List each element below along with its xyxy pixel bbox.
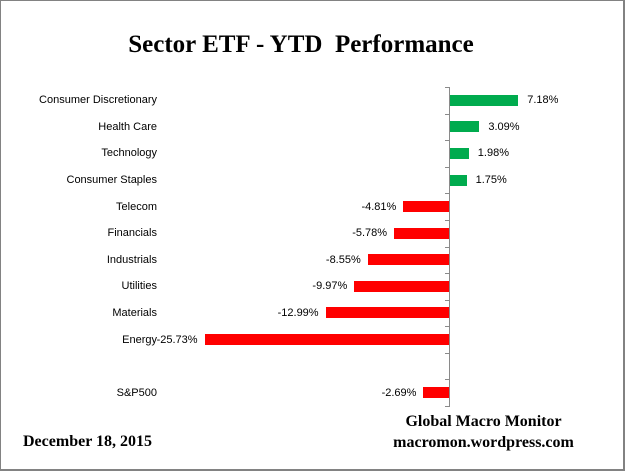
category-label: Telecom (116, 200, 157, 213)
value-label: -8.55% (325, 253, 361, 266)
category-label: Consumer Staples (66, 174, 158, 187)
axis-tick (445, 352, 450, 354)
value-label: -5.78% (352, 227, 388, 240)
data-bar (403, 201, 449, 213)
date-label: December 18, 2015 (23, 433, 152, 450)
axis-tick (445, 246, 450, 248)
axis-tick (445, 299, 450, 301)
axis-tick (445, 87, 450, 88)
category-label: Utilities (121, 280, 157, 293)
category-label: Materials (112, 306, 157, 319)
axis-tick (445, 273, 450, 275)
source-name: Global Macro Monitor (405, 413, 562, 430)
data-bar (423, 387, 449, 399)
category-label: Energy (122, 333, 157, 346)
value-label: 7.18% (527, 94, 559, 107)
value-label: -2.69% (381, 386, 417, 399)
data-bar (354, 280, 449, 292)
value-label: 3.09% (488, 120, 520, 133)
category-label: Health Care (98, 120, 157, 133)
data-bar (450, 174, 467, 186)
data-bar (367, 254, 449, 266)
category-label: Consumer Discretionary (39, 94, 157, 107)
value-label: -25.73% (156, 333, 198, 346)
value-label: 1.98% (477, 147, 509, 160)
axis-tick (445, 379, 450, 381)
chart-title: Sector ETF - YTD Performance (128, 31, 474, 58)
category-label: Industrials (106, 253, 157, 266)
category-label: S&P500 (116, 386, 157, 399)
data-bar (450, 121, 480, 133)
data-bar (450, 147, 469, 159)
axis-tick (445, 193, 450, 195)
axis-tick (445, 406, 450, 407)
data-bar (394, 227, 449, 239)
source-attribution: Global Macro Monitor macromon.wordpress.… (381, 411, 586, 453)
axis-tick (445, 113, 450, 115)
axis-tick (445, 166, 450, 168)
data-bar (325, 307, 449, 319)
value-label: -12.99% (277, 306, 319, 319)
value-label: -9.97% (312, 280, 348, 293)
category-label: Financials (107, 227, 157, 240)
axis-tick (445, 326, 450, 328)
value-label: -4.81% (361, 200, 397, 213)
data-bar (450, 94, 519, 106)
value-label: 1.75% (475, 174, 507, 187)
axis-tick (445, 140, 450, 142)
source-url: macromon.wordpress.com (393, 434, 574, 451)
category-label: Technology (101, 147, 157, 160)
axis-tick (445, 219, 450, 221)
data-bar (204, 334, 449, 346)
